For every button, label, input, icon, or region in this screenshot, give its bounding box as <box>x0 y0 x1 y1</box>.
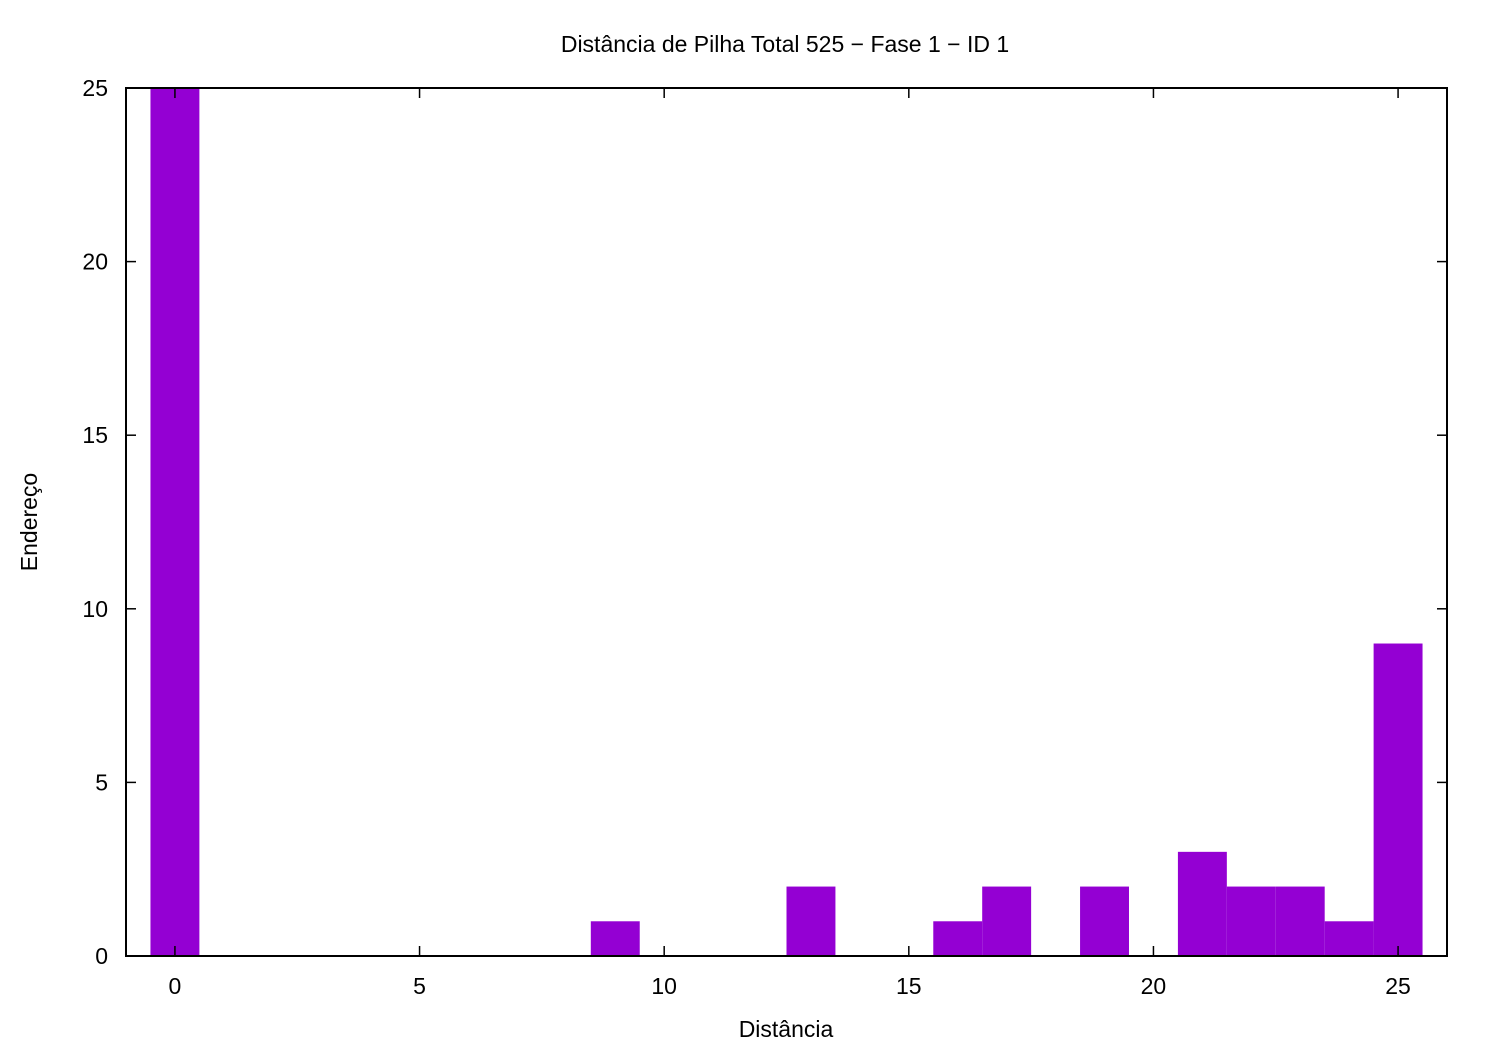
plot-frame <box>125 87 1448 957</box>
y-axis-label: Endereço <box>16 473 42 571</box>
y-tick-label-0: 0 <box>95 943 108 969</box>
bar-x23 <box>1275 886 1325 956</box>
x-axis-label: Distância <box>739 1016 834 1042</box>
bar-x22 <box>1226 886 1276 956</box>
bars-group <box>150 88 1423 956</box>
bar-x9 <box>590 921 640 956</box>
bar-x13 <box>786 886 836 956</box>
bar-x16 <box>933 921 983 956</box>
x-tick-label-10: 10 <box>651 973 677 999</box>
ticks-group <box>126 87 1447 957</box>
x-tick-label-25: 25 <box>1385 973 1411 999</box>
bar-x24 <box>1324 921 1374 956</box>
x-tick-label-5: 5 <box>413 973 426 999</box>
y-tick-label-15: 15 <box>82 422 108 448</box>
bar-x0 <box>150 88 200 956</box>
x-tick-label-20: 20 <box>1141 973 1167 999</box>
bar-x19 <box>1080 886 1129 956</box>
y-tick-label-5: 5 <box>95 769 108 795</box>
y-tick-label-20: 20 <box>82 249 108 275</box>
bar-x21 <box>1177 851 1227 956</box>
x-tick-label-0: 0 <box>169 973 182 999</box>
y-tick-label-10: 10 <box>82 596 108 622</box>
chart-title: Distância de Pilha Total 525 − Fase 1 − … <box>561 31 1009 57</box>
y-tick-label-25: 25 <box>82 75 108 101</box>
tick-labels-group: 0 5 10 15 20 25 0 5 10 15 20 25 <box>82 75 1410 999</box>
bar-x17 <box>982 886 1032 956</box>
x-tick-label-15: 15 <box>896 973 922 999</box>
bar-x25 <box>1373 643 1423 956</box>
